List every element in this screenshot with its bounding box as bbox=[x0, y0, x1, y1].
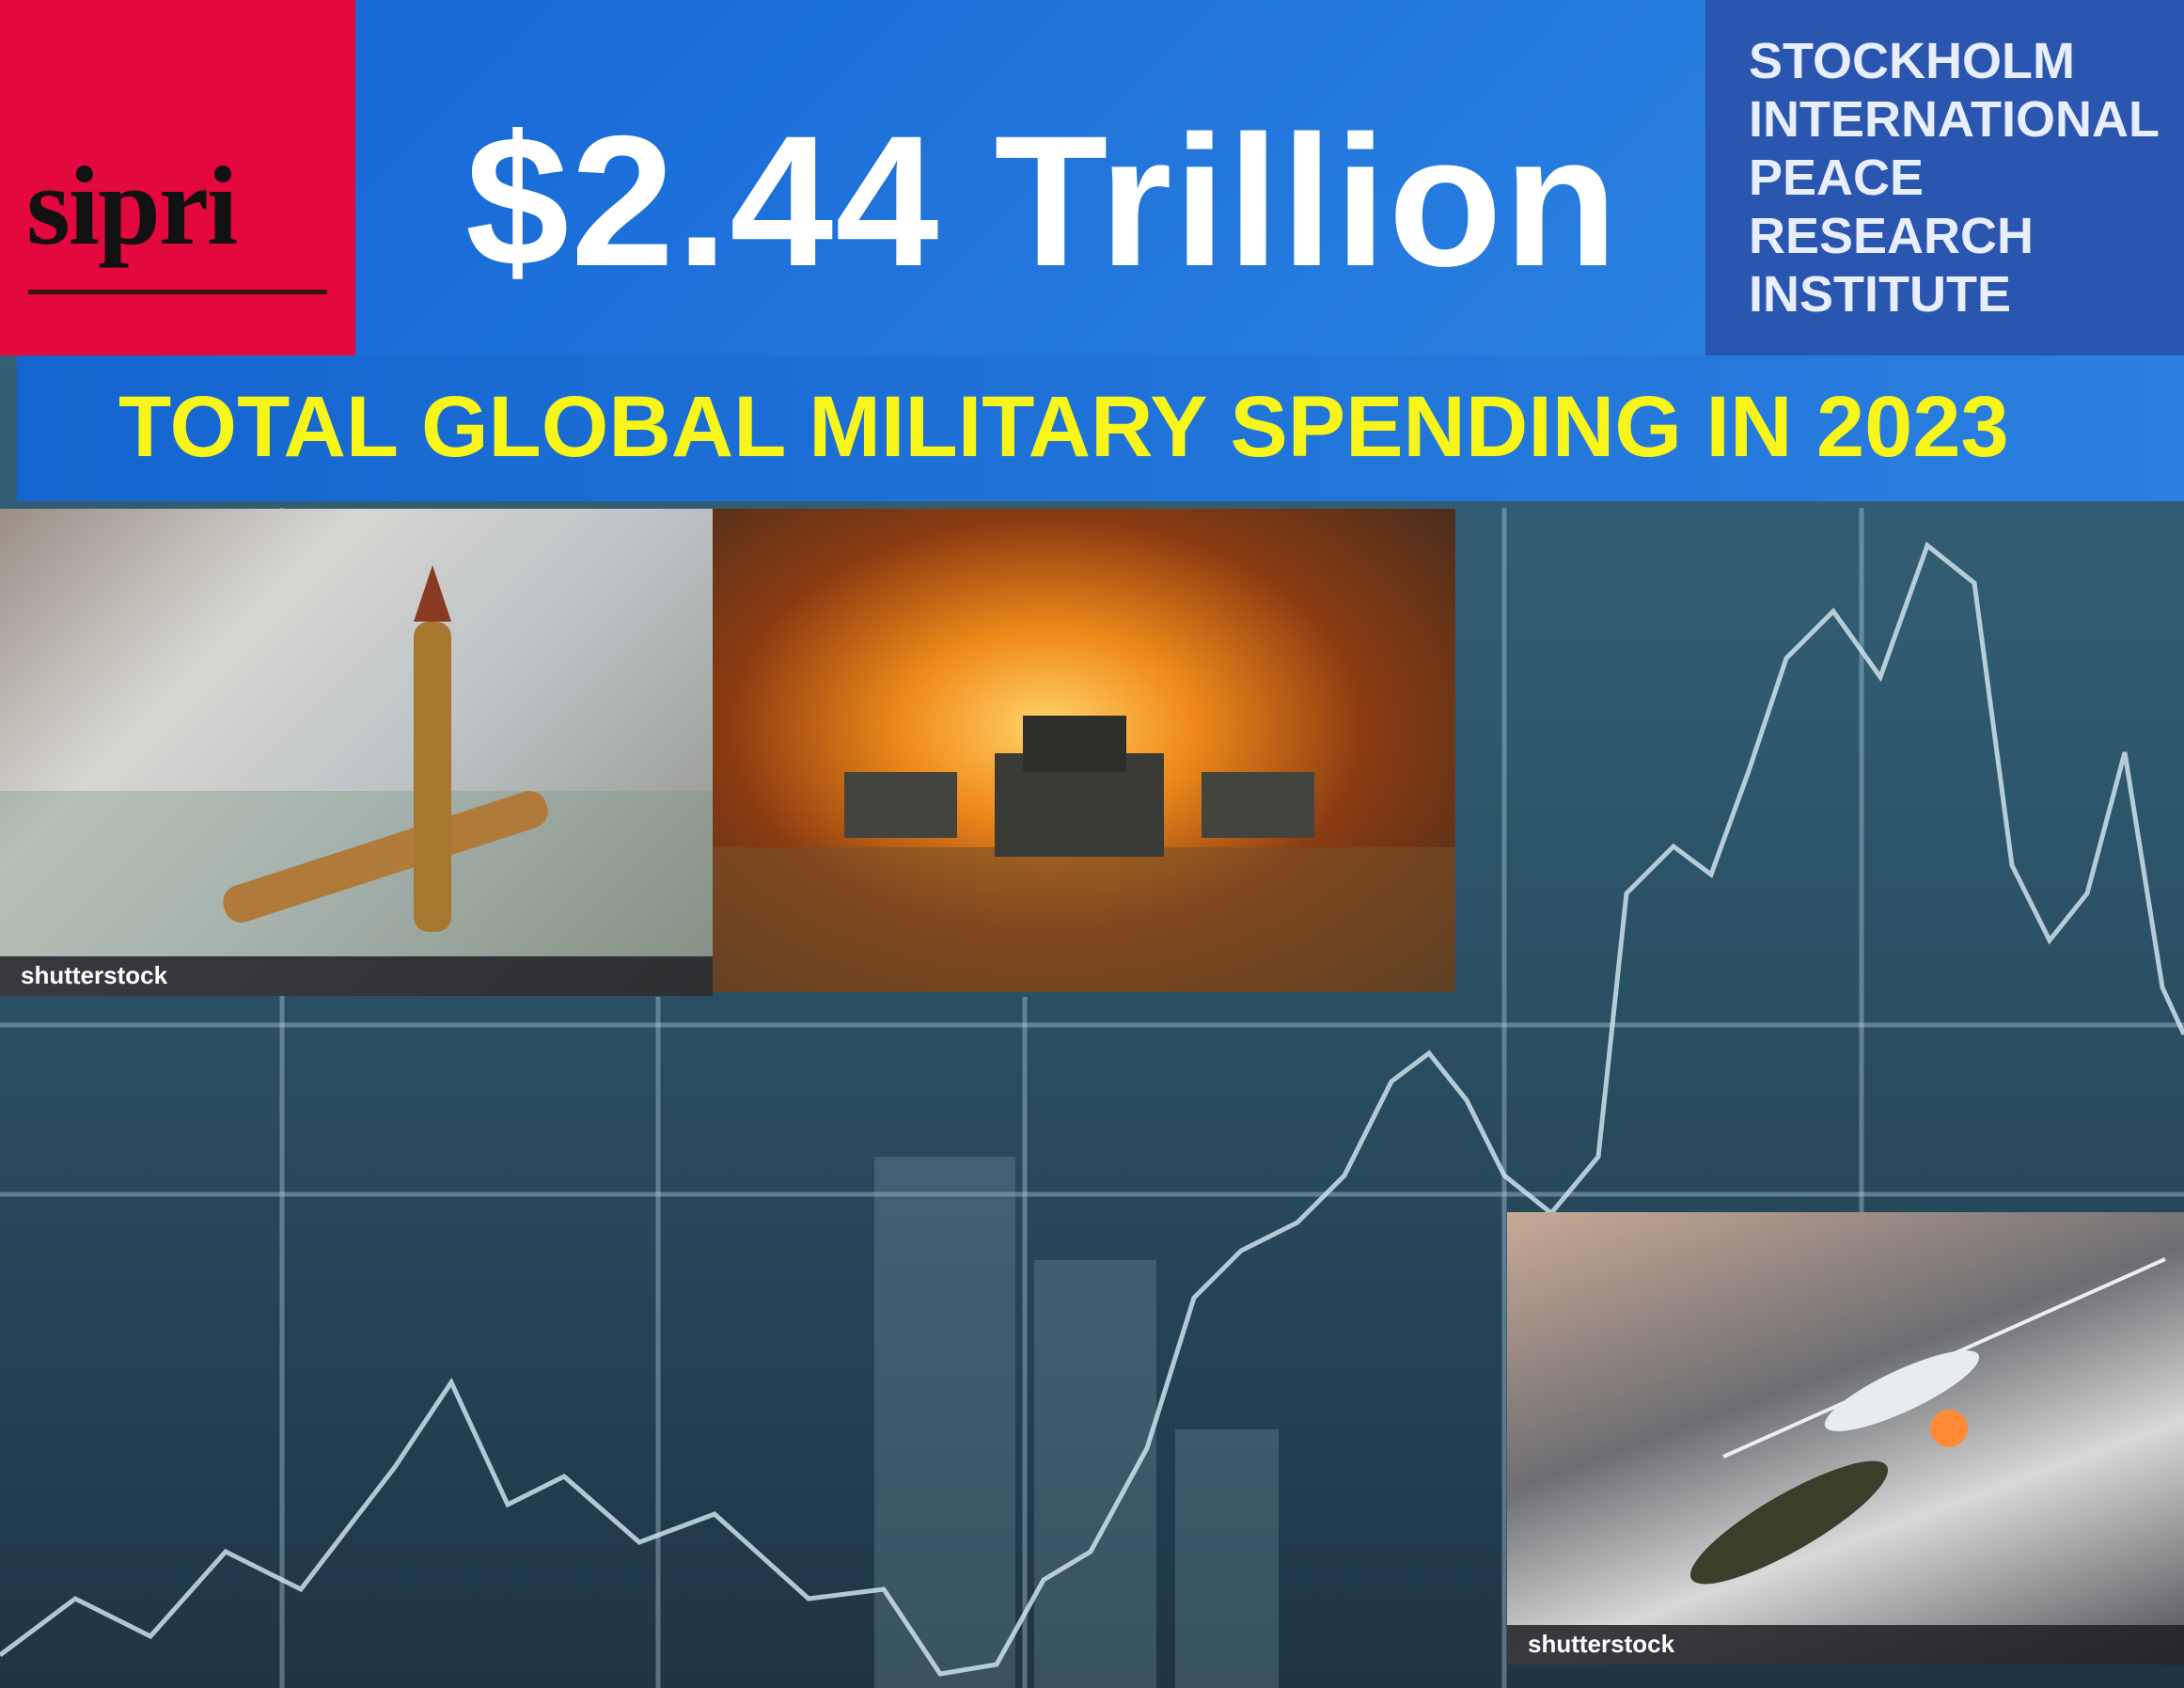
header-banner bbox=[355, 0, 1705, 355]
org-name-line: INTERNATIONAL bbox=[1749, 91, 2160, 148]
organization-panel bbox=[1705, 0, 2184, 355]
subtitle-banner bbox=[17, 355, 2184, 501]
watermark-label: shutterstock bbox=[1528, 1630, 1675, 1658]
watermark-bar bbox=[0, 956, 713, 996]
photo-money-bullets: shutterstock bbox=[0, 509, 713, 996]
org-name-line: STOCKHOLM bbox=[1749, 33, 2075, 89]
bullets-illustration bbox=[0, 565, 713, 960]
tank-illustration bbox=[713, 716, 1455, 992]
watermark-bar bbox=[1507, 1625, 2184, 1664]
subtitle: TOTAL GLOBAL MILITARY SPENDING IN 2023 bbox=[118, 379, 2009, 475]
logo-underline bbox=[28, 290, 327, 294]
org-name-line: RESEARCH bbox=[1749, 208, 2035, 264]
drone-illustration bbox=[1690, 1257, 2166, 1585]
sipri-logo bbox=[0, 0, 355, 355]
photo-tank-battle bbox=[713, 509, 1455, 992]
sipri-logo-text: sipri bbox=[26, 143, 238, 268]
watermark-label: shutterstock bbox=[21, 961, 168, 989]
photo-drone-missile: shutterstock bbox=[1507, 1212, 2184, 1664]
org-name-line: INSTITUTE bbox=[1749, 266, 2011, 323]
headline-amount: $2.44 Trillion bbox=[465, 97, 1620, 305]
org-name-line: PEACE bbox=[1749, 150, 1925, 206]
